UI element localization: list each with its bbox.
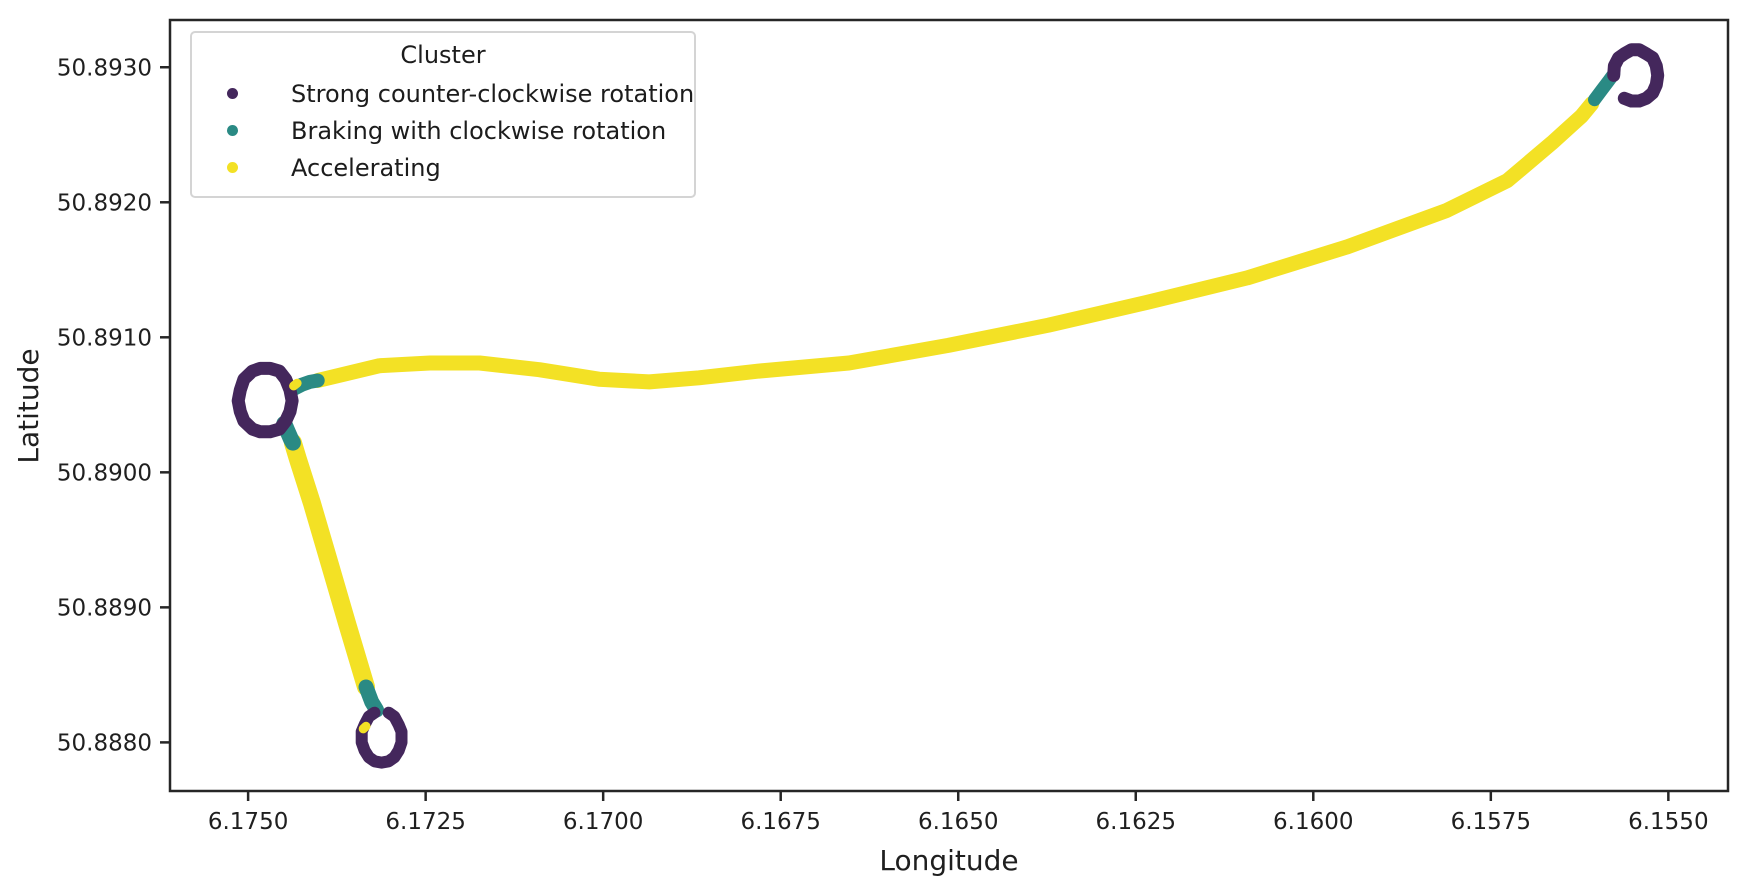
y-tick-label: 50.8920	[57, 190, 152, 216]
legend-marker-dot	[227, 125, 238, 136]
x-tick-label: 6.1725	[385, 809, 465, 835]
y-tick-label: 50.8910	[57, 325, 152, 351]
legend: Cluster Strong counter-clockwise rotatio…	[190, 31, 696, 198]
axis-ticks: 6.1750 6.1725 6.1700 6.1675 6.1650 6.1625 6.16…	[57, 55, 1709, 835]
y-tick-label: 50.8930	[57, 55, 152, 81]
x-tick-label: 6.1700	[563, 809, 643, 835]
legend-marker-dot	[227, 162, 238, 173]
legend-entry-label: Braking with clockwise rotation	[291, 116, 667, 145]
x-tick-label: 6.1600	[1273, 809, 1353, 835]
trajectory-segment-yellow-long-path	[310, 96, 1600, 390]
x-tick-label: 6.1750	[208, 809, 288, 835]
trajectory-segment-yellow-dot-bottom-junction	[358, 721, 371, 734]
legend-entry: Strong counter-clockwise rotation	[202, 75, 694, 112]
legend-title: Cluster	[400, 41, 486, 69]
legend-entry: Accelerating	[202, 149, 684, 186]
x-axis-label: Longitude	[879, 844, 1018, 877]
trajectory-segment-purple-bottom-loop	[355, 706, 408, 769]
x-tick-label: 6.1575	[1451, 809, 1531, 835]
axes-spines	[168, 18, 1730, 793]
y-axis-label: Latitude	[12, 348, 45, 463]
legend-entries: Strong counter-clockwise rotation Braking…	[202, 75, 694, 186]
x-tick-label: 6.1625	[1096, 809, 1176, 835]
legend-entry-label: Accelerating	[291, 153, 441, 182]
x-tick-label: 6.1550	[1628, 809, 1708, 835]
x-tick-label: 6.1675	[740, 809, 820, 835]
y-tick-label: 50.8880	[57, 730, 152, 756]
trajectory-segment-purple-left-ring	[231, 361, 299, 439]
trajectory-segment-yellow-straight-bottom	[283, 433, 375, 696]
trajectory-segment-purple-top-right-hook	[1607, 43, 1665, 108]
y-tick-label: 50.8890	[57, 595, 152, 621]
trajectory-path	[231, 43, 1665, 769]
trajectory-segment-teal-bottom-loop-exit	[358, 679, 385, 718]
trajectory-segment-yellow-dot-ring-top-junction	[289, 378, 302, 391]
legend-entry: Braking with clockwise rotation	[202, 112, 684, 149]
legend-marker-dot	[227, 88, 238, 99]
x-tick-label: 6.1650	[918, 809, 998, 835]
y-tick-label: 50.8900	[57, 460, 152, 486]
legend-entry-label: Strong counter-clockwise rotation	[291, 79, 695, 108]
